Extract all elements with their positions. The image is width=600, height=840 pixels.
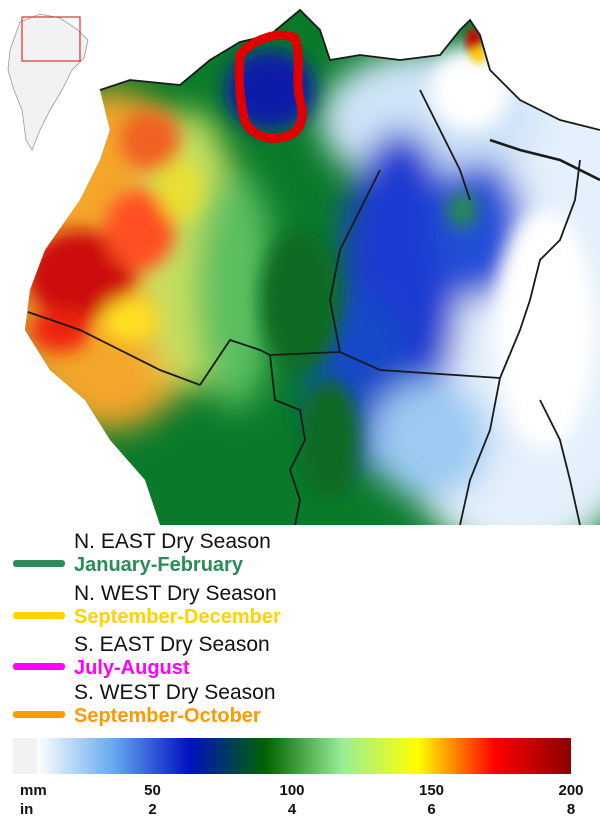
legend-item-northeast: N. EAST Dry Season January-February: [0, 530, 600, 578]
legend-line-southeast: [13, 663, 65, 670]
legend-months-label: July-August: [74, 657, 190, 679]
legend-item-northwest: N. WEST Dry Season September-December: [0, 582, 600, 630]
legend-item-southeast: S. EAST Dry Season July-August: [0, 633, 600, 681]
highlight-outline: [234, 30, 307, 143]
scale-tick-mm: 100: [279, 782, 305, 799]
legend-item-southwest: S. WEST Dry Season September-October: [0, 681, 600, 729]
inset-location-box: [21, 16, 81, 62]
scale-unit-mm: mm: [20, 782, 47, 799]
legend-region-label: S. EAST Dry Season: [74, 633, 270, 656]
scale-tick-mm: 150: [418, 782, 445, 799]
scale-tick-mm: 50: [144, 782, 161, 799]
south-america-outline: [7, 13, 89, 151]
state-borders: [27, 8, 600, 525]
scale-tick-mm: 200: [558, 782, 584, 799]
legend-line-northwest: [13, 612, 65, 619]
scale-tick-in: 6: [427, 801, 436, 818]
legend-region-label: S. WEST Dry Season: [74, 681, 276, 704]
rainfall-map: [0, 0, 600, 525]
scale-unit-in: in: [20, 801, 34, 818]
scale-tick-in: 4: [287, 801, 297, 818]
scale-tick-in: 8: [566, 801, 576, 818]
color-scale-bar: [13, 738, 571, 774]
legend-line-northeast: [13, 560, 65, 567]
legend-region-label: N. WEST Dry Season: [74, 582, 277, 605]
legend-months-label: September-December: [74, 606, 281, 628]
legend-line-southwest: [13, 711, 65, 718]
locator-inset-map: [0, 0, 92, 158]
rainfall-map-svg: [25, 8, 600, 525]
legend-months-label: September-October: [74, 705, 261, 727]
precipitation-field: [25, 10, 600, 525]
scale-tick-in: 2: [148, 801, 157, 818]
legend-months-label: January-February: [74, 554, 243, 576]
legend-region-label: N. EAST Dry Season: [74, 530, 271, 553]
